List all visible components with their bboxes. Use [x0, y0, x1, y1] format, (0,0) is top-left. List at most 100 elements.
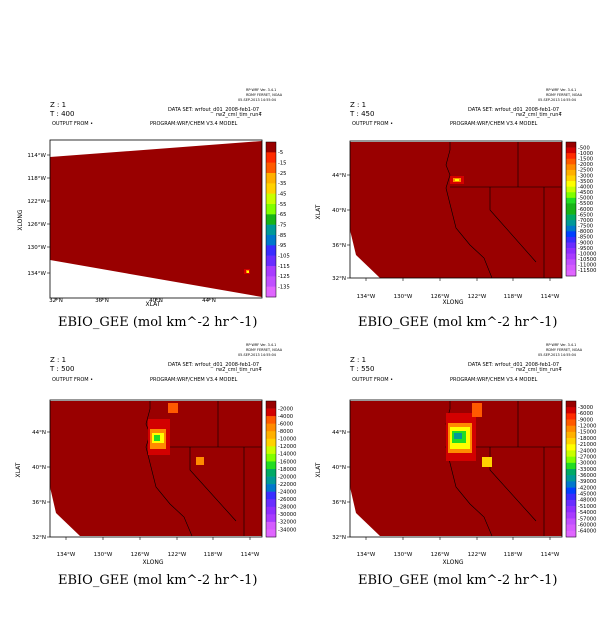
hotspot-inland	[482, 457, 492, 467]
colorbar: -5 -15 -25 -35 -45 -55 -65 -75 -85 -95 -105 -115 -12…	[265, 141, 290, 298]
domain-field	[350, 401, 562, 536]
colorbar-label: -11000	[578, 263, 596, 269]
colorbar-label: -8000	[578, 229, 593, 235]
z-label: Z : 1	[50, 356, 67, 364]
colorbar-label: -5500	[578, 201, 593, 207]
y-ticks: 44°N 40°N 36°N 32°N	[332, 430, 350, 541]
colorbar-label: -55	[278, 202, 286, 208]
plot-frame	[49, 399, 263, 538]
colorbar-label: -34000	[278, 527, 296, 533]
map-lines	[445, 142, 562, 279]
meta-line-1: RP·WRF Ver. 3.4.1	[546, 88, 577, 92]
colorbar-label: -42000	[578, 485, 596, 491]
colorbar-label: -8500	[578, 235, 593, 241]
colorbar-label: -25	[278, 171, 286, 177]
hotspot-yellow	[455, 179, 459, 181]
colorbar-label: -7500	[578, 224, 593, 230]
x-axis-label: XLONG	[442, 559, 463, 566]
y-axis-label: XLONG	[17, 209, 24, 230]
colorbar-label: -57000	[578, 516, 596, 522]
program-label: PROGRAM:WRF/CHEM V3.4 MODEL	[450, 121, 538, 127]
colorbar-label: -4500	[578, 190, 593, 196]
colorbar-frame	[565, 400, 577, 538]
x-tick-label: 118°W	[204, 552, 223, 558]
meta-line-3: 05-SEP-2013 14:55:04	[238, 98, 276, 102]
colorbar-swatch	[266, 529, 276, 538]
colorbar-label: -6500	[578, 212, 593, 218]
colorbar-label: -36000	[578, 473, 596, 479]
domain-field	[350, 142, 562, 278]
z-label: Z : 1	[350, 101, 367, 109]
x-tick-label: 130°W	[394, 294, 413, 300]
colorbar-label: -125	[278, 274, 290, 280]
colorbar-swatch	[566, 438, 576, 445]
colorbar-label: -9500	[578, 246, 593, 252]
colorbar-swatch	[566, 469, 576, 476]
y-tick-label: 36°N	[32, 500, 46, 506]
colorbar-swatch	[566, 413, 576, 420]
program-label: PROGRAM:WRF/CHEM V3.4 MODEL	[150, 377, 238, 383]
plot-area: 134°W 130°W 126°W 122°W 118°W 114°W 44°N 40°N 3…	[15, 399, 296, 566]
x-tick-label: 130°W	[394, 552, 413, 558]
colorbar-swatch	[566, 401, 576, 408]
y-axis-label: XLAT	[315, 462, 322, 477]
hotspot-yellow	[247, 271, 249, 273]
colorbar-swatch	[566, 444, 576, 451]
colorbar-label: -28000	[278, 505, 296, 511]
y-tick-label: 40°N	[332, 465, 346, 471]
colorbar-swatch	[566, 175, 576, 182]
colorbar-swatch	[266, 214, 276, 225]
dataset-label-2: rw2_cml_tim_run4	[516, 112, 562, 118]
y-tick-label: 32°N	[332, 535, 346, 541]
colorbar-swatch	[266, 152, 276, 163]
colorbar-swatch	[566, 236, 576, 243]
colorbar-label: -2000	[278, 406, 293, 412]
colorbar-swatch	[266, 173, 276, 184]
colorbar-swatch	[566, 181, 576, 187]
colorbar-label: -2500	[578, 168, 593, 174]
colorbar-swatch	[566, 225, 576, 232]
colorbar-swatch	[266, 255, 276, 267]
meta-line-3: 05-SEP-2013 14:55:04	[538, 353, 576, 357]
colorbar-label: -54000	[578, 510, 596, 516]
colorbar-label: -60000	[578, 522, 596, 528]
colorbar-label: -33000	[578, 467, 596, 473]
x-tick-label: 36°N	[95, 298, 109, 304]
plot-area: 134°W 130°W 126°W 122°W 118°W 114°W 44°N 40°N 3…	[315, 140, 596, 306]
colorbar-frame	[265, 400, 277, 538]
colorbar-swatch	[566, 164, 576, 171]
colorbar-label: -15000	[578, 430, 596, 436]
meta-line-3: 05-SEP-2013 14:55:04	[238, 353, 276, 357]
plot-frame	[349, 399, 563, 538]
colorbar-label: -3500	[578, 179, 593, 185]
colorbar-swatch	[266, 514, 276, 523]
colorbar-label: -64000	[578, 529, 596, 535]
colorbar-label: -65	[278, 212, 286, 218]
x-tick-label: 126°W	[131, 552, 150, 558]
colorbar-swatch	[566, 158, 576, 165]
colorbar-label: -7000	[578, 218, 593, 224]
colorbar-label: -11500	[578, 268, 596, 274]
y-ticks: 44°N 40°N 36°N 32°N	[32, 430, 50, 541]
colorbar-swatch	[566, 425, 576, 433]
colorbar-swatch	[566, 253, 576, 260]
colorbar-label: -10000	[278, 437, 296, 443]
y-tick-label: 36°N	[332, 243, 346, 249]
y-tick-label: 134°W	[27, 271, 46, 277]
colorbar-swatch	[266, 431, 276, 440]
colorbar-frame	[565, 141, 577, 277]
colorbar-swatch	[566, 186, 576, 193]
colorbar-swatch	[566, 462, 576, 470]
x-ticks: 32°N 36°N 40°N 44°N	[49, 298, 216, 304]
dataset-label: DATA SET: wrfout_d01_2008-feb1-07_	[468, 362, 562, 368]
x-ticks: 134°W 130°W 126°W 122°W 118°W 114°W	[57, 537, 260, 558]
hotspot-green	[154, 435, 160, 441]
colorbar-swatch	[566, 169, 576, 176]
t-label: T : 450	[350, 110, 375, 118]
plot-area: 32°N 36°N 40°N 44°N 114°W 118°W 122°W 126°W 130…	[17, 139, 290, 308]
y-tick-label: 130°W	[27, 245, 46, 251]
colorbar-frame	[265, 141, 277, 298]
colorbar-swatch	[566, 518, 576, 525]
x-tick-label: 130°W	[94, 552, 113, 558]
hotspot-north	[168, 403, 178, 413]
